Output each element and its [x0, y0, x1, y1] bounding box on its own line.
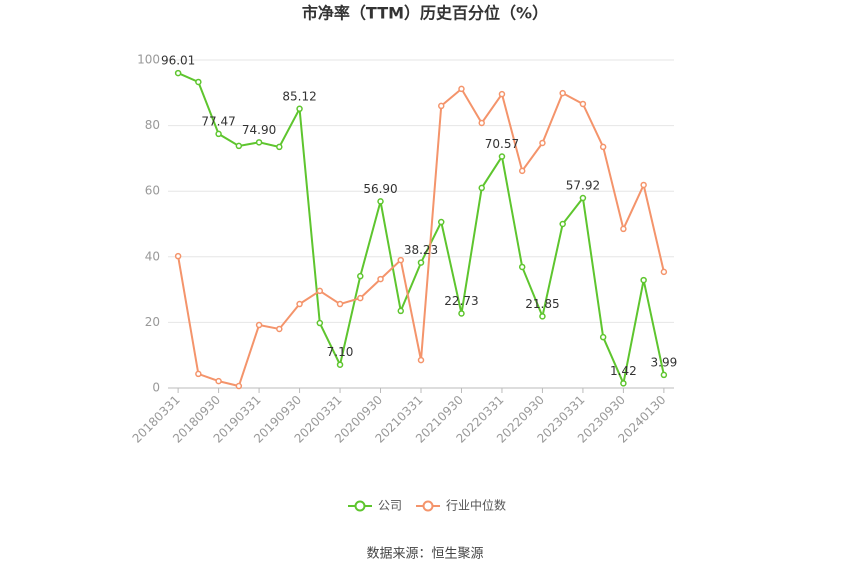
point — [458, 310, 465, 317]
point — [174, 69, 182, 77]
point — [518, 167, 526, 175]
point — [255, 139, 263, 146]
point — [559, 220, 566, 228]
point — [660, 268, 668, 276]
point — [620, 225, 627, 233]
data-label: 22.73 — [444, 294, 478, 308]
data-label: 38.23 — [404, 243, 438, 257]
point — [478, 184, 485, 192]
data-label: 56.90 — [363, 182, 397, 196]
point — [417, 259, 425, 266]
point — [296, 105, 303, 113]
point — [397, 307, 405, 315]
point — [539, 139, 546, 147]
point — [195, 78, 202, 86]
point — [357, 272, 364, 280]
source: 数据来源：恒生聚源 — [366, 547, 483, 562]
y-tick-label: 60 — [145, 184, 160, 198]
data-label: 77.47 — [201, 114, 235, 128]
y-tick-label: 20 — [145, 315, 160, 329]
point — [478, 119, 485, 127]
point — [498, 153, 506, 160]
point — [458, 85, 465, 93]
point — [437, 218, 445, 226]
point — [579, 194, 587, 202]
legend-label: 行业中位数 — [446, 498, 506, 513]
point — [599, 333, 607, 341]
point — [620, 380, 627, 387]
point — [235, 382, 243, 390]
point — [437, 102, 445, 110]
point — [357, 294, 364, 302]
y-tick-label: 80 — [145, 118, 160, 132]
point — [276, 325, 283, 333]
data-label: 21.85 — [525, 297, 559, 311]
point — [518, 263, 526, 271]
y-tick-label: 0 — [152, 381, 160, 395]
point — [559, 89, 566, 97]
point — [195, 370, 202, 378]
point — [498, 90, 506, 98]
point — [579, 100, 587, 108]
point — [235, 142, 243, 150]
data-label: 7.10 — [327, 345, 354, 359]
point — [215, 377, 222, 385]
legend-marker — [354, 500, 366, 512]
y-tick-label: 40 — [145, 249, 160, 263]
point — [276, 143, 283, 151]
point — [316, 287, 324, 295]
legend-label: 公司 — [378, 499, 402, 513]
point — [336, 361, 344, 368]
point — [174, 252, 182, 260]
y-tick-label: 100 — [137, 53, 160, 67]
data-label: 74.90 — [242, 123, 276, 137]
point — [539, 313, 546, 320]
chart-title: 市净率（TTM）历史百分位（%） — [302, 4, 548, 23]
data-label: 85.12 — [282, 89, 316, 103]
point — [296, 300, 303, 308]
point — [640, 276, 647, 284]
point — [255, 321, 263, 329]
point — [417, 356, 425, 364]
point — [215, 130, 222, 138]
data-label: 57.92 — [566, 179, 600, 193]
point — [377, 275, 384, 283]
data-label: 96.01 — [161, 54, 195, 68]
legend-marker — [422, 500, 434, 512]
point — [316, 319, 324, 327]
data-label: 3.99 — [651, 355, 678, 369]
point — [640, 181, 647, 189]
point — [660, 371, 668, 379]
point — [599, 143, 607, 151]
point — [336, 300, 344, 308]
point — [397, 256, 405, 264]
data-label: 70.57 — [485, 137, 519, 151]
data-label: 1.42 — [610, 364, 637, 378]
point — [377, 198, 384, 205]
